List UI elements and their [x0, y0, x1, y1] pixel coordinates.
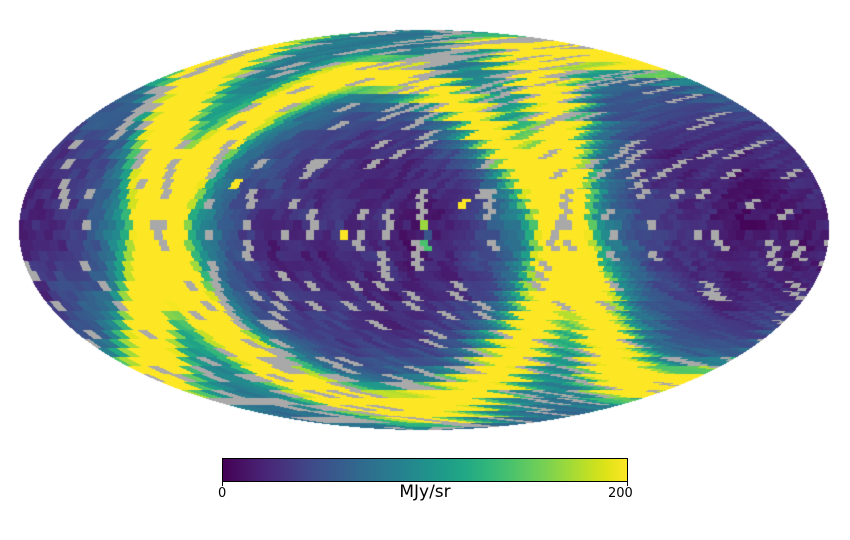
colorbar-unit-label: MJy/sr — [399, 482, 451, 502]
colorbar-tick-min — [222, 482, 223, 486]
mollweide-sky-map — [0, 0, 850, 460]
colorbar-tick-label-max: 200 — [608, 486, 633, 501]
colorbar-tick-max — [627, 482, 628, 486]
colorbar: 0 200 MJy/sr — [218, 458, 633, 502]
colorbar-tick-label-min: 0 — [218, 486, 227, 501]
colorbar-gradient-bar — [222, 458, 628, 482]
